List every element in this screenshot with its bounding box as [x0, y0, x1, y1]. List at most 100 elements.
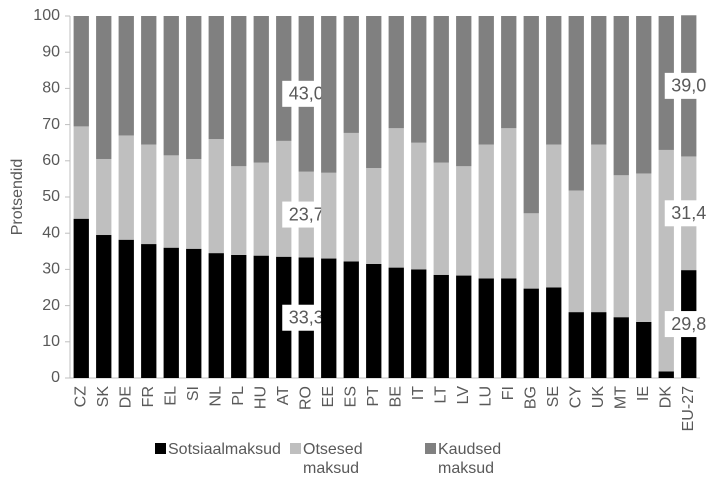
bar-segment	[613, 317, 629, 378]
bar-segment	[73, 126, 89, 219]
x-tick-label: PT	[365, 386, 382, 407]
bar-segment	[343, 132, 359, 262]
bar-segment	[253, 255, 269, 378]
bar-segment	[433, 16, 449, 163]
data-label: 43,0	[289, 84, 324, 104]
y-tick-label: 90	[42, 43, 60, 60]
x-tick-label: SI	[185, 386, 202, 401]
x-tick-label: LV	[455, 386, 472, 405]
x-tick-label: HU	[252, 386, 269, 409]
bar-segment	[253, 16, 269, 163]
bar-segment	[568, 312, 584, 378]
bar-segment	[321, 258, 337, 378]
legend-label: Otsesed maksud	[303, 441, 363, 477]
bar-segment	[231, 16, 247, 167]
bar-segment	[343, 16, 359, 133]
y-tick-label: 60	[42, 152, 60, 169]
bar-segment	[388, 16, 404, 129]
bar-segment	[456, 16, 472, 167]
bar-segment	[546, 16, 562, 145]
bar-segment	[96, 235, 112, 378]
bar-segment	[411, 16, 427, 143]
bar-segment	[501, 278, 517, 378]
bar-segment	[366, 263, 382, 378]
y-tick-label: 70	[42, 116, 60, 133]
bar-segment	[321, 172, 337, 259]
bar-segment	[546, 287, 562, 378]
x-tick-label: IE	[635, 386, 652, 401]
legend-swatch	[425, 443, 436, 454]
bar-segment	[118, 135, 134, 240]
legend-swatch	[290, 443, 301, 454]
bar-segment	[591, 144, 607, 313]
x-tick-label: EL	[162, 386, 179, 406]
bar-segment	[366, 16, 382, 169]
bar-segment	[321, 16, 337, 173]
legend-label: Sotsiaalmaksud	[168, 441, 281, 458]
bar-segment	[613, 175, 629, 318]
x-tick-label: DE	[117, 386, 134, 408]
y-tick-label: 50	[42, 188, 60, 205]
x-tick-label: RO	[297, 386, 314, 410]
legend-item: Sotsiaalmaksud	[155, 440, 290, 478]
bar-segment	[546, 144, 562, 288]
bar-segment	[231, 254, 247, 378]
bar-segment	[433, 162, 449, 275]
data-label-box	[664, 72, 709, 99]
x-tick-label: ES	[342, 386, 359, 407]
x-tick-label: UK	[590, 386, 607, 409]
y-tick-label: 10	[42, 333, 60, 350]
bar-segment	[636, 173, 652, 322]
bar-segment	[96, 16, 112, 159]
bar-segment	[433, 274, 449, 378]
data-label: 29,8	[671, 314, 706, 334]
x-tick-label: NL	[207, 386, 224, 407]
bar-segment	[253, 162, 269, 256]
bar-segment	[96, 158, 112, 236]
y-tick-label: 30	[42, 261, 60, 278]
y-tick-label: 100	[33, 7, 60, 24]
bar-segment	[73, 16, 89, 127]
legend: Sotsiaalmaksud Otsesed maksud Kaudsed maks…	[155, 440, 560, 478]
x-tick-label: FR	[140, 386, 157, 407]
bar-segment	[478, 278, 494, 378]
bar-segment	[636, 16, 652, 174]
y-axis-label: Protsendid	[9, 159, 26, 236]
legend-swatch	[155, 443, 166, 454]
x-tick-label: LT	[432, 386, 449, 404]
bar-segment	[568, 190, 584, 313]
bar-segment	[523, 288, 539, 378]
bar-segment	[118, 239, 134, 378]
bar-segment	[163, 16, 179, 156]
bar-segment	[208, 16, 224, 140]
data-label: 31,4	[671, 203, 706, 223]
bar-segment	[118, 16, 134, 136]
bar-segment	[186, 158, 202, 249]
bar-segment	[231, 166, 247, 255]
x-tick-label: DK	[657, 386, 674, 409]
bar-segment	[208, 253, 224, 378]
bar-segment	[613, 16, 629, 176]
bar-segment	[636, 321, 652, 378]
x-tick-label: SE	[545, 386, 562, 407]
bar-segment	[186, 16, 202, 159]
x-tick-label: LU	[477, 386, 494, 406]
x-tick-label: MT	[612, 386, 629, 409]
legend-label: Kaudsed maksud	[438, 441, 502, 477]
x-tick-label: CY	[567, 386, 584, 409]
bar-segment	[388, 267, 404, 378]
x-tick-label: FI	[500, 386, 517, 400]
bar-segment	[501, 16, 517, 129]
bar-segment	[456, 166, 472, 276]
y-tick-label: 80	[42, 80, 60, 97]
bar-segment	[141, 244, 157, 378]
bar-segment	[276, 16, 292, 141]
bar-segment	[591, 16, 607, 145]
bar-segment	[141, 144, 157, 245]
data-label: 23,7	[289, 204, 324, 224]
x-tick-label: SK	[95, 386, 112, 408]
bar-segment	[141, 16, 157, 145]
data-label: 39,0	[671, 76, 706, 96]
bar-segment	[411, 269, 427, 378]
